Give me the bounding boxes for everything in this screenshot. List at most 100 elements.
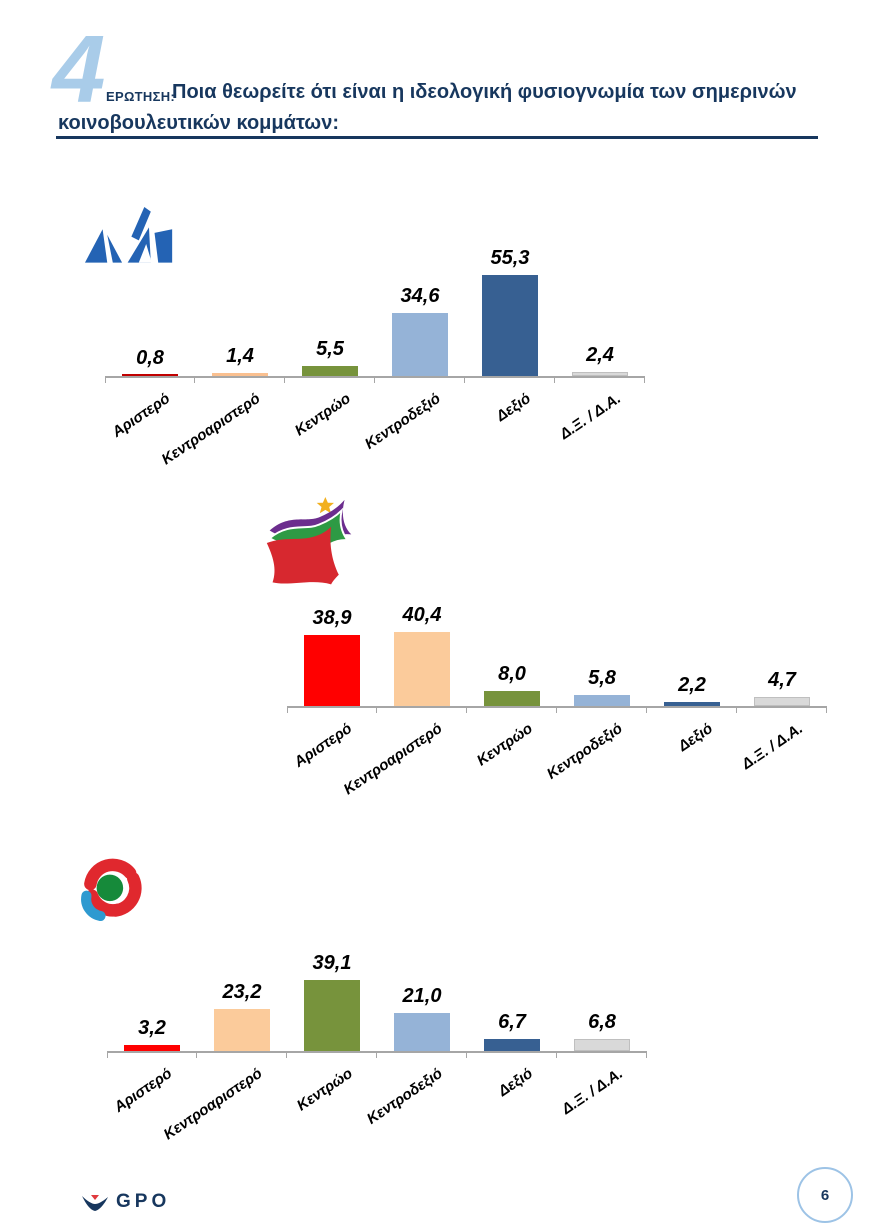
bar-value-label: 39,1 xyxy=(312,951,352,974)
bar-dx-da xyxy=(572,371,628,376)
bar-slot-dexio: 55,3 xyxy=(465,236,555,383)
syriza-chart: 38,9 40,4 8,0 5,8 2,2 4,7 Αριστερό Κεντροαριστ… xyxy=(287,566,827,800)
star-icon xyxy=(316,496,334,514)
bar-kentrodexio xyxy=(574,695,630,706)
page-number: 6 xyxy=(820,1186,830,1204)
axis-tick xyxy=(826,708,827,713)
category-label-kentroaristero: Κεντροαριστερό xyxy=(160,1065,266,1144)
axis-tick xyxy=(286,1053,287,1058)
category-label-dx-da: Δ.Ξ. / Δ.Α. xyxy=(558,1065,626,1118)
axis-tick xyxy=(464,378,465,383)
category-label-dx-da: Δ.Ξ. / Δ.Α. xyxy=(556,390,624,443)
bar-value-label: 2,2 xyxy=(678,674,706,696)
bar-value-label: 6,8 xyxy=(588,1010,616,1033)
category-label-aristero: Αριστερό xyxy=(111,1065,176,1116)
nd-chart: 0,8 1,4 5,5 34,6 55,3 2,4 Αριστερό Κεντροαριστ… xyxy=(105,236,645,470)
bar-value-label: 21,0 xyxy=(402,984,442,1007)
axis-tick xyxy=(196,1053,197,1058)
axis-tick xyxy=(466,1053,467,1058)
bar-kentrodexio xyxy=(392,313,448,376)
axis-tick xyxy=(466,708,467,713)
page-number-badge: 6 xyxy=(797,1167,853,1223)
header-divider xyxy=(56,136,818,139)
bar-dexio xyxy=(484,1038,540,1051)
bar-value-label: 23,2 xyxy=(222,980,262,1003)
bar-kentroo xyxy=(302,366,358,376)
bar-value-label: 34,6 xyxy=(400,285,440,308)
bar-kentroaristero xyxy=(212,373,268,376)
gpo-logo: GPO xyxy=(80,1190,170,1214)
pasok-category-axis: Αριστερό Κεντροαριστερό Κεντρώο Κεντροδεξιό… xyxy=(107,1053,647,1145)
bar-aristero xyxy=(122,374,178,376)
bar-kentrodexio xyxy=(394,1012,450,1051)
question-text-line2: κοινοβουλευτικών κομμάτων: xyxy=(58,112,339,134)
bar-slot-kentrodexio: 34,6 xyxy=(375,236,465,383)
pasok-plot-area: 3,2 23,2 39,1 21,0 6,7 6,8 xyxy=(107,911,647,1058)
bar-slot-kentroaristero: 23,2 xyxy=(197,911,287,1058)
category-label-kentrodexio: Κεντροδεξιό xyxy=(543,720,626,783)
nea-dimokratia-logo xyxy=(72,198,174,266)
category-label-aristero: Αριστερό xyxy=(109,390,174,441)
bar-slot-dx-da: 2,4 xyxy=(555,236,645,383)
bar-kentroaristero xyxy=(394,632,450,706)
bar-value-label: 3,2 xyxy=(138,1017,166,1040)
category-label-kentroo: Κεντρώο xyxy=(293,1065,356,1115)
category-label-aristero: Αριστερό xyxy=(291,720,356,771)
axis-tick xyxy=(107,1053,108,1058)
gpo-icon xyxy=(82,1195,108,1211)
bar-value-label: 6,7 xyxy=(498,1010,526,1033)
bar-value-label: 40,4 xyxy=(402,604,442,627)
bar-aristero xyxy=(304,635,360,706)
bar-dexio xyxy=(482,275,538,376)
category-label-dexio: Δεξιό xyxy=(495,1065,536,1100)
axis-tick xyxy=(105,378,106,383)
bar-slot-kentroo: 5,5 xyxy=(285,236,375,383)
bar-slot-dexio: 6,7 xyxy=(467,911,557,1058)
bar-aristero xyxy=(124,1045,180,1051)
bar-value-label: 5,5 xyxy=(316,338,344,360)
syriza-plot-area: 38,9 40,4 8,0 5,8 2,2 4,7 xyxy=(287,566,827,713)
axis-tick xyxy=(736,708,737,713)
bar-slot-aristero: 38,9 xyxy=(287,566,377,713)
bar-slot-kentrodexio: 21,0 xyxy=(377,911,467,1058)
axis-tick xyxy=(556,708,557,713)
bar-value-label: 8,0 xyxy=(498,663,526,686)
bar-kentroaristero xyxy=(214,1008,270,1051)
bar-value-label: 0,8 xyxy=(136,346,164,369)
bar-slot-kentroo: 39,1 xyxy=(287,911,377,1058)
bar-slot-kentrodexio: 5,8 xyxy=(557,566,647,713)
bar-slot-aristero: 0,8 xyxy=(105,236,195,383)
pasok-kinal-logo xyxy=(74,850,152,932)
axis-tick xyxy=(374,378,375,383)
bar-slot-dx-da: 6,8 xyxy=(557,911,647,1058)
category-label-dexio: Δεξιό xyxy=(675,720,716,755)
axis-tick xyxy=(646,1053,647,1058)
axis-tick xyxy=(376,708,377,713)
bar-kentroo xyxy=(304,979,360,1051)
nd-category-axis: Αριστερό Κεντροαριστερό Κεντρώο Κεντροδεξιό… xyxy=(105,378,645,470)
axis-tick xyxy=(287,708,288,713)
axis-tick xyxy=(284,378,285,383)
syriza-category-axis: Αριστερό Κεντροαριστερό Κεντρώο Κεντροδεξιό… xyxy=(287,708,827,800)
bar-dx-da xyxy=(574,1038,630,1051)
question-label: ΕΡΩΤΗΣΗ: xyxy=(106,89,176,104)
bar-value-label: 38,9 xyxy=(312,607,352,630)
bar-value-label: 2,4 xyxy=(586,343,614,366)
category-label-kentroo: Κεντρώο xyxy=(291,390,354,440)
bar-slot-kentroo: 8,0 xyxy=(467,566,557,713)
category-label-kentrodexio: Κεντροδεξιό xyxy=(363,1065,446,1128)
axis-tick xyxy=(376,1053,377,1058)
axis-tick xyxy=(646,708,647,713)
category-label-dx-da: Δ.Ξ. / Δ.Α. xyxy=(738,720,806,773)
category-label-dexio: Δεξιό xyxy=(493,390,534,425)
axis-tick xyxy=(194,378,195,383)
bar-value-label: 5,8 xyxy=(588,667,616,690)
bar-slot-dx-da: 4,7 xyxy=(737,566,827,713)
bar-slot-kentroaristero: 40,4 xyxy=(377,566,467,713)
bar-dexio xyxy=(664,702,720,706)
bar-value-label: 4,7 xyxy=(768,669,796,692)
question-number: 4 xyxy=(52,16,106,123)
bar-value-label: 55,3 xyxy=(490,247,530,270)
category-label-kentrodexio: Κεντροδεξιό xyxy=(361,390,444,453)
